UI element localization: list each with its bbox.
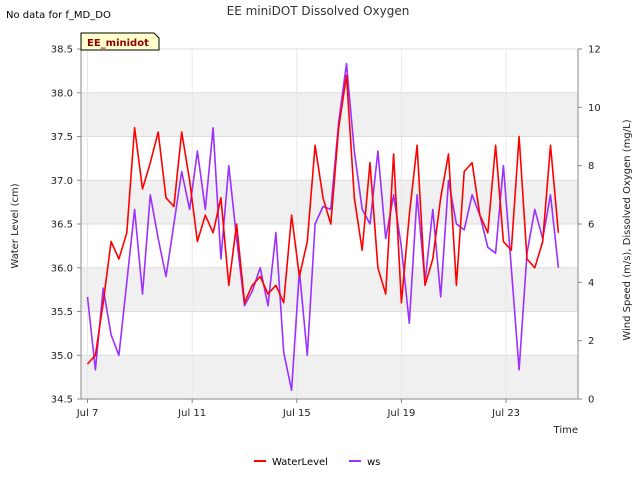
left-tick-label: 36.5	[51, 220, 73, 231]
x-axis-ticks: Jul 7 Jul 11 Jul 15 Jul 19 Jul 23	[76, 399, 520, 419]
left-tick-label: 34.5	[51, 395, 73, 406]
site-badge: EE_minidot	[80, 32, 160, 51]
legend-label-ws: ws	[367, 457, 380, 468]
y-axis-left-title: Water Level (cm)	[10, 183, 21, 268]
y-axis-right-title: Wind Speed (m/s), Dissolved Oxygen (mg/L…	[622, 119, 633, 340]
right-tick-label: 0	[588, 395, 594, 406]
series-line-waterlevel	[86, 74, 560, 365]
plot-background-bands	[81, 92, 578, 399]
series-lines	[86, 62, 560, 392]
background-band	[81, 180, 578, 224]
legend: WaterLevel ws	[254, 457, 380, 468]
right-tick-label: 10	[588, 103, 601, 114]
left-tick-label: 35.0	[51, 351, 73, 362]
vertical-gridlines	[87, 49, 507, 399]
x-axis-title: Time	[553, 425, 578, 436]
left-tick-label: 36.0	[51, 263, 73, 274]
no-data-note: No data for f_MD_DO	[6, 10, 111, 21]
x-tick-label: Jul 11	[177, 408, 206, 419]
right-tick-label: 2	[588, 336, 594, 347]
left-tick-label: 35.5	[51, 307, 73, 318]
left-tick-label: 37.5	[51, 132, 73, 143]
left-tick-label: 38.5	[51, 45, 73, 56]
x-tick-label: Jul 19	[386, 408, 415, 419]
right-tick-label: 4	[588, 278, 594, 289]
legend-item-waterlevel[interactable]: WaterLevel	[254, 457, 328, 468]
site-badge-box	[80, 32, 160, 51]
left-tick-label: 37.0	[51, 176, 73, 187]
legend-item-ws[interactable]: ws	[349, 457, 380, 468]
right-tick-label: 6	[588, 220, 594, 231]
site-badge-label: EE_minidot	[87, 38, 149, 49]
background-band	[81, 92, 578, 137]
x-tick-label: Jul 23	[491, 408, 520, 419]
left-tick-label: 38.0	[51, 88, 73, 99]
x-tick-label: Jul 15	[282, 408, 311, 419]
x-tick-label: Jul 7	[76, 408, 99, 419]
chart-title: EE miniDOT Dissolved Oxygen	[227, 4, 410, 18]
right-tick-label: 8	[588, 161, 594, 172]
right-axis-ticks: 0 2 4 6 8 10 12	[578, 45, 601, 406]
background-band	[81, 355, 578, 399]
left-axis-ticks: 34.5 35.0 35.5 36.0 36.5 37.0 37.5 38.0 38.5	[51, 45, 81, 406]
legend-label-waterlevel: WaterLevel	[272, 457, 328, 468]
right-tick-label: 12	[588, 45, 601, 56]
background-band	[81, 267, 578, 312]
